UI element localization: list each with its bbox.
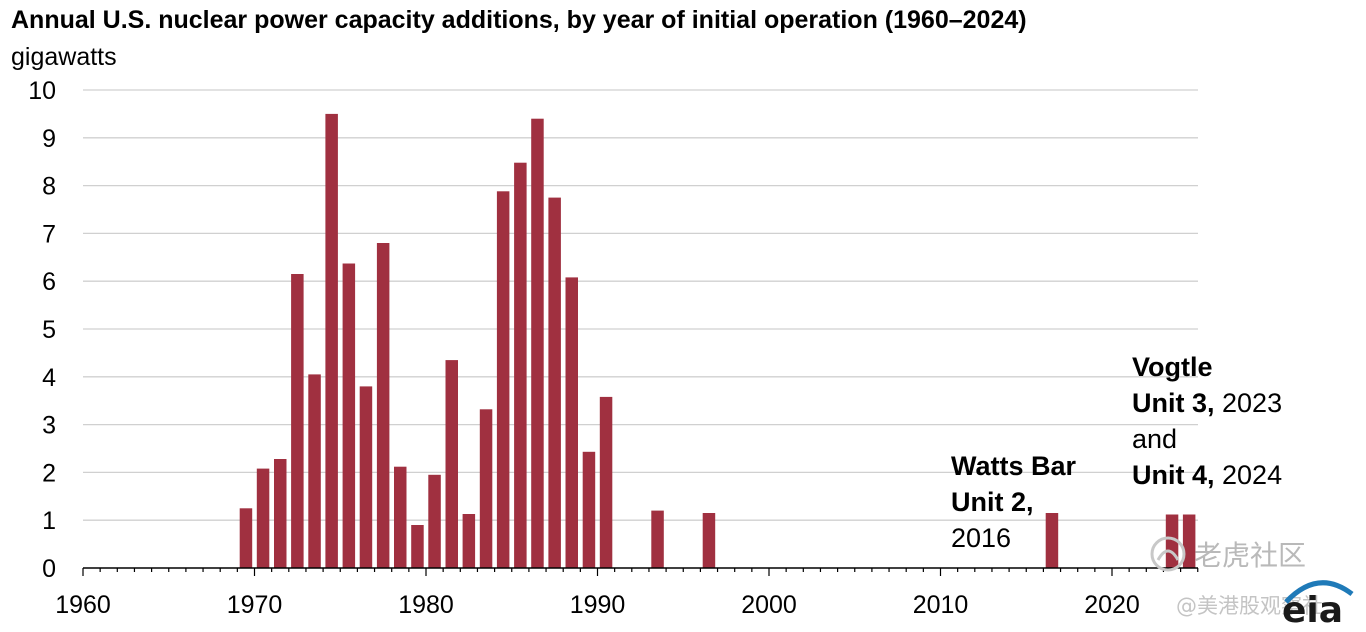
bar-1985 [514, 162, 527, 568]
bar-1974 [325, 113, 338, 569]
annotation-vogtle: Vogtle Unit 3, 2023 and Unit 4, 2024 [1132, 349, 1282, 493]
annotation-vogtle-year3: 2023 [1214, 388, 1283, 418]
y-tick-label: 6 [42, 268, 56, 296]
bar-1990 [599, 396, 613, 568]
gridlines [83, 89, 1198, 521]
bar-1972 [291, 274, 304, 568]
bar-1976 [359, 386, 373, 568]
bar-1971 [274, 459, 287, 568]
annotation-watts-bar-year: 2016 [951, 523, 1012, 553]
annotation-vogtle-unit4: Unit 4, [1132, 460, 1215, 490]
y-tick-label: 8 [42, 173, 56, 201]
annotation-vogtle-unit3: Unit 3, [1132, 388, 1215, 418]
bar-1996 [702, 513, 716, 568]
x-tick-label: 2020 [1084, 591, 1140, 619]
bar-1981 [445, 360, 458, 568]
annotation-watts-bar-line2: Unit 2, [951, 487, 1034, 517]
bar-2016 [1045, 513, 1059, 568]
y-tick-labels: 0 1 2 3 4 5 6 7 8 9 10 [28, 77, 56, 583]
eia-logo-icon: eia [1282, 580, 1354, 628]
bar-2024 [1182, 514, 1196, 568]
watermark-handle: @美港股观察社 [1176, 594, 1323, 618]
x-tick-label: 2010 [913, 591, 969, 619]
annotation-watts-bar: Watts Bar Unit 2, 2016 [951, 448, 1076, 556]
bar-1993 [651, 510, 664, 568]
y-tick-label: 10 [28, 77, 56, 105]
bar-1975 [342, 263, 356, 568]
y-tick-label: 1 [42, 507, 56, 535]
bar-1977 [376, 243, 390, 568]
bar-1987 [548, 197, 561, 568]
bar-1978 [394, 466, 407, 568]
bar-1973 [308, 374, 321, 568]
y-tick-label: 4 [42, 364, 56, 392]
bar-1982 [462, 514, 476, 568]
y-tick-label: 3 [42, 412, 56, 440]
chart-title: Annual U.S. nuclear power capacity addit… [11, 6, 1027, 34]
x-tick-label: 1970 [227, 591, 283, 619]
y-tick-label: 2 [42, 459, 56, 487]
bar-1988 [565, 277, 578, 568]
y-tick-label: 7 [42, 220, 56, 248]
y-axis-unit-label: gigawatts [11, 43, 117, 71]
y-tick-label: 5 [42, 316, 56, 344]
bar-1980 [428, 474, 441, 568]
annotation-vogtle-year4: 2024 [1214, 460, 1283, 490]
tiger-logo-icon [1150, 536, 1186, 572]
x-tick-label: 1960 [55, 591, 111, 619]
axes [82, 567, 1199, 576]
x-tick-label: 1980 [398, 591, 454, 619]
y-tick-label: 0 [42, 555, 56, 583]
y-tick-label: 9 [42, 125, 56, 153]
annotation-vogtle-and: and [1132, 424, 1178, 454]
annotation-vogtle-line1: Vogtle [1132, 352, 1213, 382]
bar-1989 [582, 451, 596, 568]
bar-1986 [531, 118, 544, 568]
watermark-brand-text: 老虎社区 [1194, 539, 1307, 572]
bars [239, 113, 1196, 569]
x-tick-labels: 1960 1970 1980 1990 2000 2010 2020 [55, 591, 1140, 619]
bar-1970 [256, 468, 270, 568]
bar-1984 [496, 191, 510, 569]
annotation-watts-bar-line1: Watts Bar [951, 451, 1077, 481]
eia-logo-text: eia [1282, 590, 1343, 628]
bar-1969 [239, 508, 253, 569]
x-tick-label: 1990 [570, 591, 626, 619]
bar-1979 [411, 525, 424, 568]
watermark-brand: 老虎社区 [1148, 534, 1306, 574]
x-tick-label: 2000 [741, 591, 797, 619]
bar-1983 [479, 409, 493, 568]
